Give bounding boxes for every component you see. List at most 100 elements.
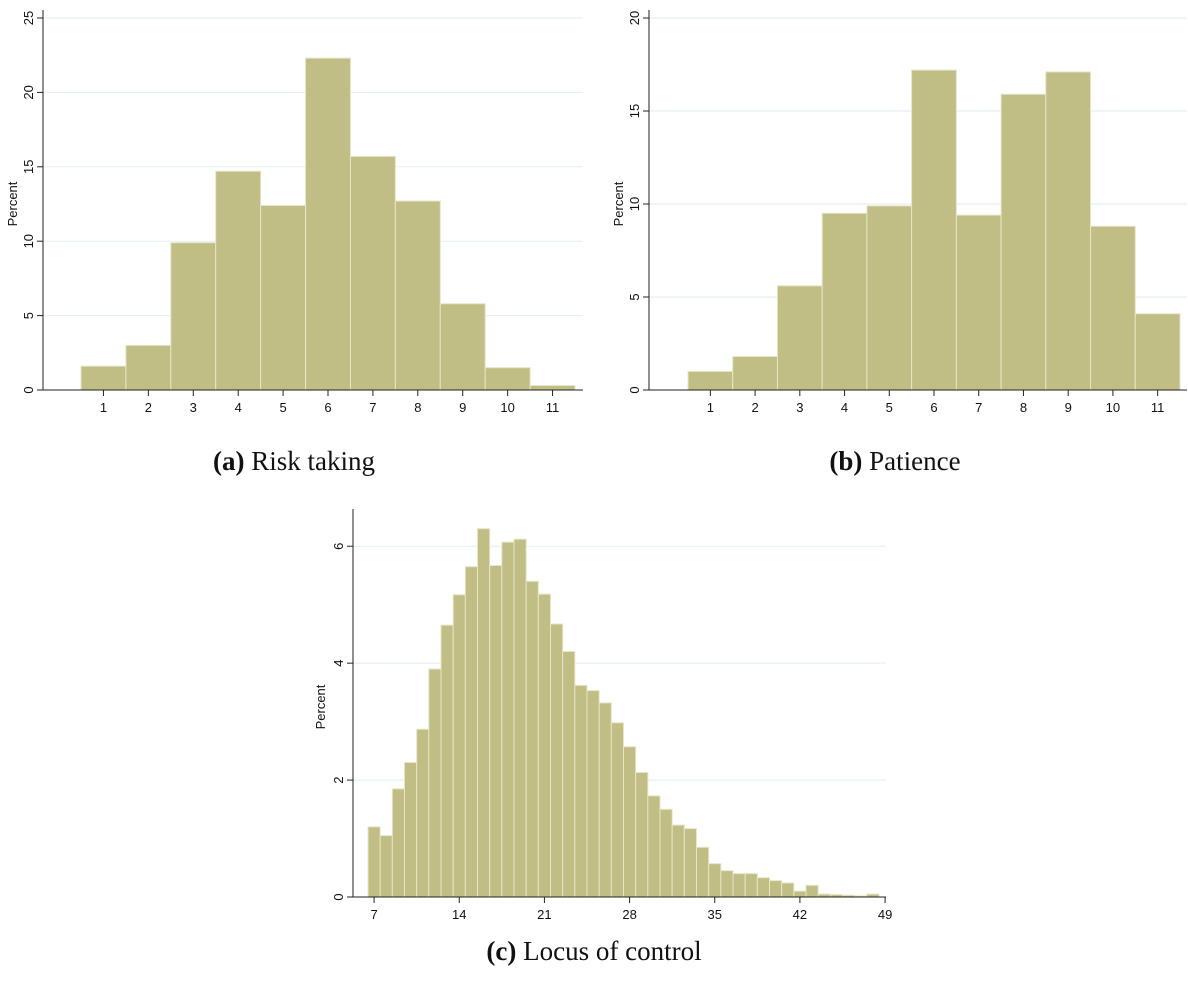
bar: [720, 870, 734, 898]
y-tick-label: 2: [331, 776, 346, 783]
bar: [1045, 71, 1092, 391]
caption-tag: (c): [486, 936, 517, 966]
bar: [537, 593, 551, 898]
bar: [708, 863, 722, 898]
histogram-locus-of-control: 0 2 4 6 7 14 21 28 35 42 49 Percent: [313, 509, 892, 922]
bar: [550, 623, 564, 898]
x-tick-label: 1: [100, 400, 107, 415]
bar: [635, 771, 649, 898]
bar: [696, 846, 710, 898]
bar: [489, 565, 503, 898]
bar: [683, 828, 698, 898]
x-tick-label: 10: [1106, 400, 1120, 415]
bar: [866, 205, 913, 391]
x-tick-label: 28: [622, 907, 636, 922]
x-tick-label: 49: [878, 907, 892, 922]
y-tick-label: 25: [21, 11, 36, 25]
x-tick-label: 21: [537, 907, 551, 922]
bar: [756, 877, 771, 898]
bar: [687, 370, 734, 391]
caption-text: Patience: [869, 446, 961, 476]
bar: [659, 808, 673, 898]
bar: [215, 170, 262, 391]
panel-risk-taking: 0 5 10 15 20 25 1 2 3 4 5 6 7 8 9 10 11 Percent (a) Risk …: [0, 0, 594, 480]
bar: [484, 367, 531, 391]
x-tick-label: 5: [886, 400, 893, 415]
bar: [394, 200, 441, 391]
y-tick-label: 10: [21, 234, 36, 248]
caption-tag: (b): [829, 446, 863, 476]
caption-risk-taking: (a) Risk taking: [213, 446, 375, 477]
y-tick-label: 5: [627, 293, 642, 300]
y-axis-title: Percent: [5, 181, 20, 226]
x-tick-label: 14: [452, 907, 466, 922]
y-tick-label: 0: [627, 386, 642, 393]
bar: [1134, 313, 1181, 391]
x-tick-label: 7: [370, 907, 377, 922]
x-tick-label: 4: [841, 400, 848, 415]
x-tick-label: 1: [707, 400, 714, 415]
bar: [1090, 225, 1136, 391]
y-axis-title: Percent: [611, 181, 626, 226]
bar: [428, 668, 442, 898]
bar: [529, 385, 576, 391]
x-tick-label: 6: [930, 400, 937, 415]
x-tick-label: 8: [414, 400, 421, 415]
bar: [732, 873, 746, 898]
bar: [781, 882, 795, 898]
bar: [955, 214, 1002, 391]
bar: [793, 890, 807, 898]
bar: [305, 57, 351, 391]
bar: [260, 204, 307, 391]
x-tick-label: 7: [975, 400, 982, 415]
x-tick-label: 3: [796, 400, 803, 415]
x-tick-label: 35: [708, 907, 722, 922]
bar: [367, 826, 381, 898]
bar: [610, 722, 625, 898]
bar: [671, 824, 685, 898]
caption-locus-of-control: (c) Locus of control: [486, 936, 701, 967]
y-tick-label: 20: [627, 11, 642, 25]
bar: [379, 835, 393, 898]
bar: [513, 538, 527, 898]
y-tick-label: 15: [627, 104, 642, 118]
bar: [440, 624, 454, 898]
x-tick-label: 3: [190, 400, 197, 415]
bar: [598, 702, 612, 898]
bar: [821, 212, 868, 391]
bar: [744, 873, 758, 898]
bar: [1000, 93, 1047, 391]
bar: [125, 344, 172, 391]
bar: [170, 242, 217, 391]
bar: [562, 650, 576, 898]
x-tick-label: 11: [1151, 400, 1165, 415]
bar: [574, 684, 588, 898]
x-tick-label: 9: [459, 400, 466, 415]
bar: [416, 728, 430, 898]
bar: [391, 788, 406, 898]
bar: [911, 69, 957, 391]
y-tick-label: 10: [627, 197, 642, 211]
y-tick-label: 6: [331, 543, 346, 550]
bar: [404, 762, 418, 898]
y-tick-label: 0: [21, 386, 36, 393]
bar: [477, 528, 491, 898]
panel-locus-of-control: 0 2 4 6 7 14 21 28 35 42 49 Percent (c) Locus of co…: [294, 505, 894, 984]
x-tick-label: 9: [1065, 400, 1072, 415]
y-tick-label: 4: [331, 660, 346, 667]
histogram-patience: 0 5 10 15 20 1 2 3 4 5 6 7 8 9 10 11 Percent: [611, 10, 1187, 415]
bar: [769, 880, 783, 898]
caption-tag: (a): [213, 446, 245, 476]
bar: [732, 356, 778, 391]
y-tick-label: 0: [331, 893, 346, 900]
y-tick-label: 5: [21, 312, 36, 319]
histogram-risk-taking: 0 5 10 15 20 25 1 2 3 4 5 6 7 8 9 10 11 Percent: [5, 10, 583, 415]
x-tick-label: 10: [500, 400, 514, 415]
x-tick-label: 2: [145, 400, 152, 415]
x-tick-label: 2: [751, 400, 758, 415]
bar: [452, 594, 466, 898]
bar: [525, 580, 539, 898]
bar: [80, 365, 127, 391]
bar: [623, 746, 637, 898]
x-tick-label: 4: [235, 400, 242, 415]
